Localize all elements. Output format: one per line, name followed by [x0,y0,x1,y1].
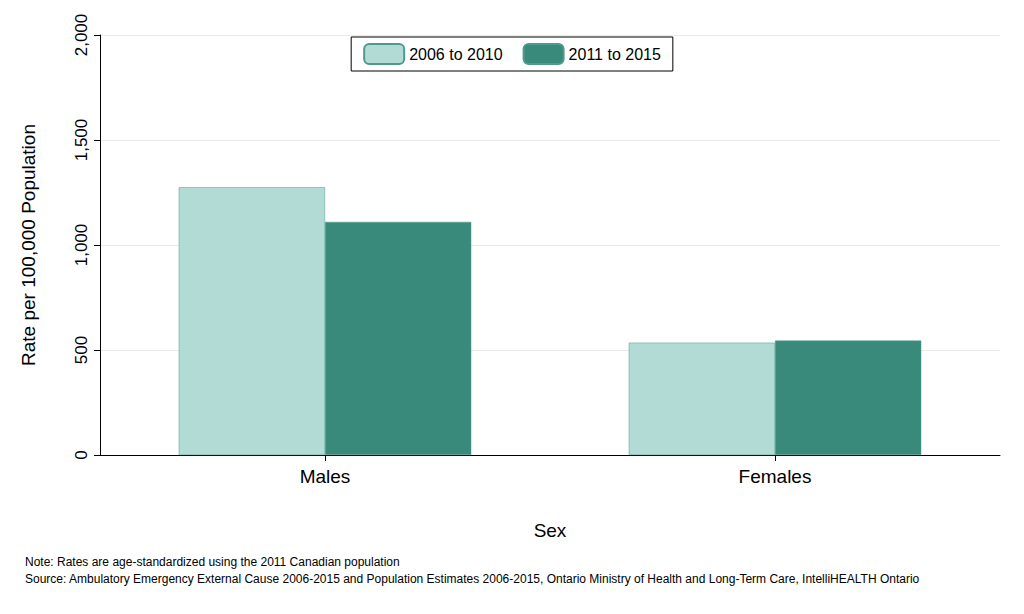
svg-text:2,000: 2,000 [72,14,91,57]
svg-text:1,500: 1,500 [72,119,91,162]
svg-text:Sex: Sex [534,520,567,541]
svg-text:Source: Ambulatory Emergency E: Source: Ambulatory Emergency External Ca… [25,572,920,586]
svg-text:0: 0 [72,450,91,459]
svg-text:2011 to 2015: 2011 to 2015 [569,46,661,63]
svg-text:Females: Females [739,466,812,487]
svg-text:1,000: 1,000 [72,224,91,267]
svg-text:Note: Rates are age-standardiz: Note: Rates are age-standardized using t… [25,555,400,569]
svg-text:Males: Males [300,466,351,487]
svg-text:Rate per 100,000 Population: Rate per 100,000 Population [18,124,39,366]
svg-text:500: 500 [72,336,91,364]
svg-text:2006 to 2010: 2006 to 2010 [409,46,503,63]
